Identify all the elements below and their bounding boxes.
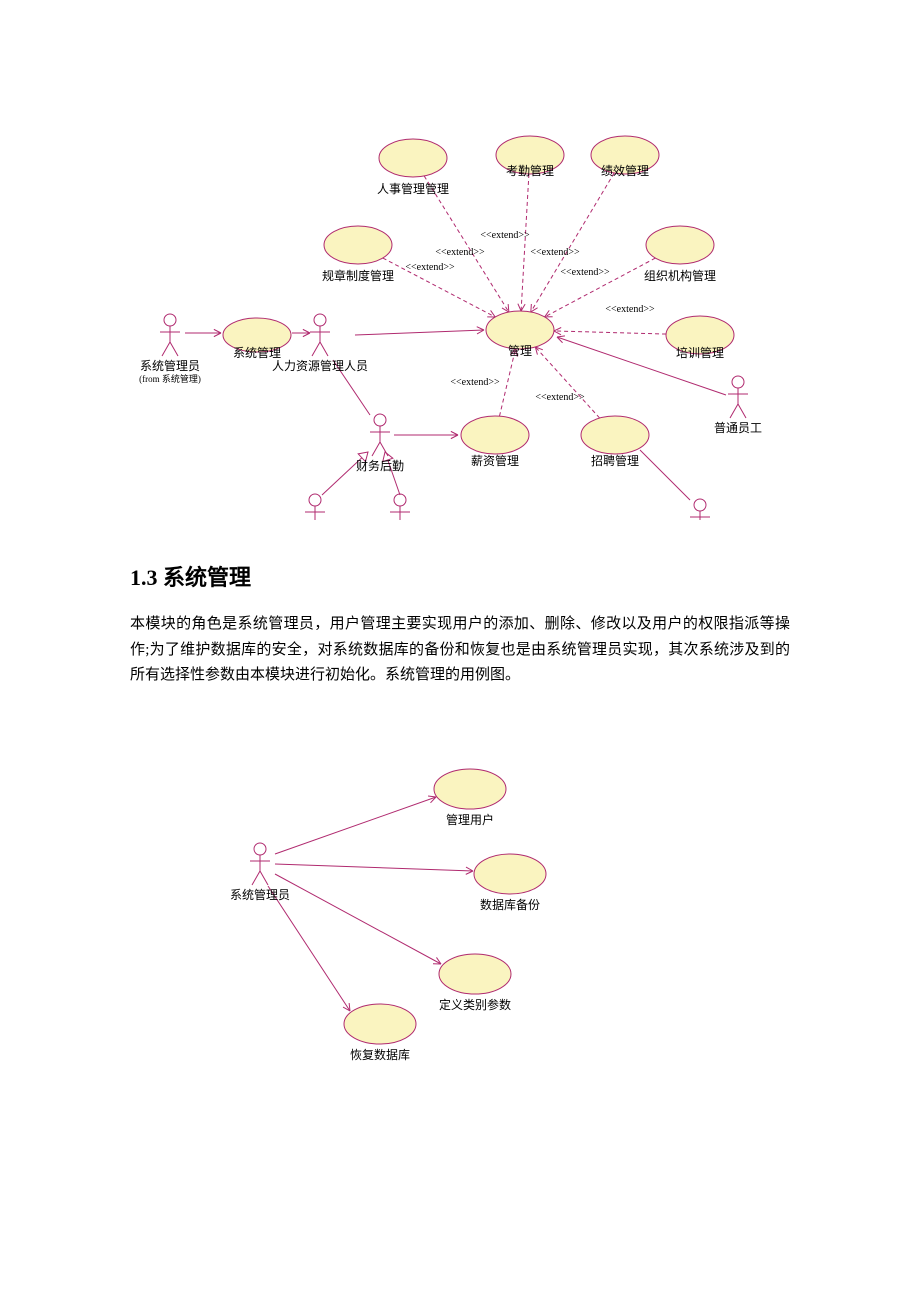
usecase-label: 定义类别参数 [439,997,511,1012]
usecase-uc_zuzhi: 组织机构管理 [644,226,716,283]
usecase-diagram-sysadmin: 管理用户数据库备份定义类别参数恢复数据库 系统管理员 [0,719,920,1089]
extend-edge [531,173,614,312]
usecase-label: 管理 [508,343,532,358]
usecase-label: 培训管理 [676,345,724,360]
actor-a_putong: 普通员工 [714,376,762,435]
usecase-label: 招聘管理 [591,453,639,468]
usecase-label: 绩效管理 [601,163,649,178]
usecase-uc2_user: 管理用户 [434,769,506,827]
section-paragraph: 本模块的角色是系统管理员，用户管理主要实现用户的添加、删除、修改以及用户的权限指… [130,612,790,689]
extend-edge [424,176,509,312]
usecase-uc_jixiao: 绩效管理 [591,136,659,178]
extend-edge [521,174,529,311]
usecase-diagram-main: <<extend>><<extend>><<extend>><<extend>>… [0,0,920,520]
extend-edge [554,331,666,334]
usecase-uc2_param: 定义类别参数 [439,954,511,1012]
extend-label: <<extend>> [450,377,500,388]
extend-label: <<extend>> [560,267,610,278]
assoc-edge [640,450,690,500]
extend-label: <<extend>> [405,262,455,273]
usecase-label: 管理用户 [446,812,494,827]
usecase-label: 数据库备份 [480,897,540,912]
usecase-label: 组织机构管理 [644,268,716,283]
usecase-label: 系统管理 [233,345,281,360]
actor-label: 人力资源管理人员 [272,358,368,373]
extend-edge [499,349,515,416]
assoc-edge [275,874,441,964]
actor-label: 普通员工 [714,421,762,435]
usecase-label: 人事管理管理 [377,181,449,196]
usecase-uc_xitong: 系统管理 [223,318,291,360]
assoc-edge [275,864,473,871]
section-heading: 1.3 系统管理 [130,560,920,592]
usecase-label: 考勤管理 [506,163,554,178]
actor-a_houqin: 后勤人员 [376,494,424,520]
actor-a_caiwuhq: 财务后勤 [356,414,404,473]
extend-edge [535,347,599,418]
usecase-label: 薪资管理 [471,453,519,468]
assoc-edge [355,330,484,335]
actor-label: 财务后勤 [356,458,404,473]
assoc-edge [275,797,436,854]
extend-label: <<extend>> [435,247,485,258]
usecase-uc_guanli: 管理 [486,311,554,358]
usecase-uc2_backup: 数据库备份 [474,854,546,912]
extend-label: <<extend>> [480,230,530,241]
actor-a_sysadmin: 系统管理员(from 系统管理) [139,314,201,384]
usecase-label: 恢复数据库 [350,1047,410,1062]
usecase-uc_zhaopin: 招聘管理 [581,416,649,468]
actor-sublabel: (from 系统管理) [139,373,201,384]
usecase-uc_xinzi: 薪资管理 [461,416,529,468]
actor-a_zhaopin: 招聘人员 [676,499,724,520]
assoc-edge [268,886,350,1011]
usecase-uc_renshi: 人事管理管理 [377,139,449,196]
extend-label: <<extend>> [605,304,655,315]
usecase-label: 规章制度管理 [322,268,394,283]
usecase-uc_peixun: 培训管理 [666,316,734,360]
usecase-uc_kaoqin: 考勤管理 [496,136,564,178]
extend-label: <<extend>> [535,392,585,403]
usecase-uc2_restore: 恢复数据库 [344,1004,416,1062]
actor-label: 系统管理员 [230,887,290,902]
actor-a_caiwu: 财务人员 [291,494,339,520]
actor-label: 系统管理员 [140,358,200,373]
extend-label: <<extend>> [530,247,580,258]
usecase-uc_guizhang: 规章制度管理 [322,226,394,283]
